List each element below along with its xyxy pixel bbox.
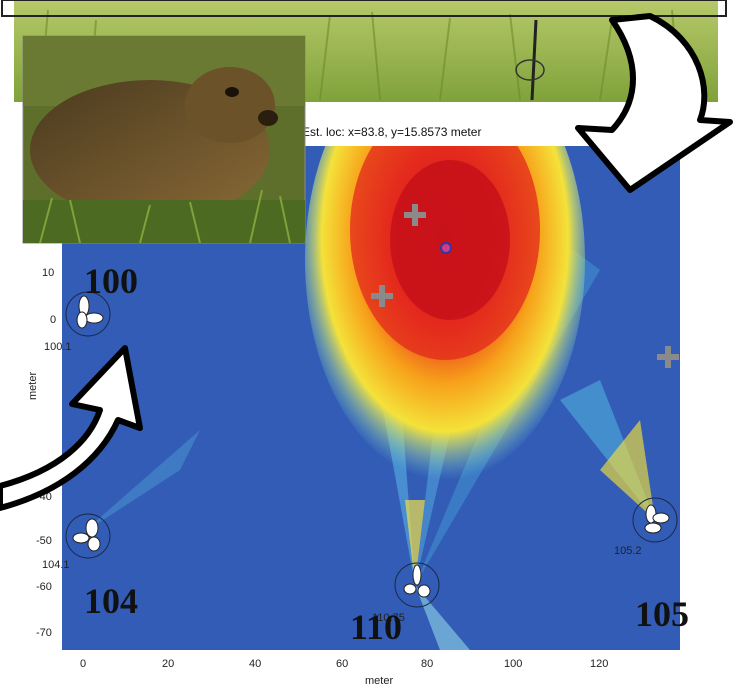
x-axis: 0 20 40 60 80 100 120 meter: [80, 658, 608, 687]
x-tick: 60: [336, 658, 348, 670]
y-tick: 10: [42, 267, 54, 279]
station-105-pattern-icon: [632, 497, 678, 543]
station-105-label: 105.2: [614, 545, 642, 557]
x-tick: 20: [162, 658, 174, 670]
station-110-pattern-icon: [394, 562, 440, 608]
y-tick: -50: [36, 535, 52, 547]
estimate-marker: [440, 242, 452, 254]
arrow-top-right-icon: [575, 13, 733, 193]
estimate-label: Est. loc: x=83.8, y=15.8573 meter: [302, 125, 481, 139]
station-110-label: 110.75: [372, 612, 405, 624]
y-tick: -60: [36, 581, 52, 593]
plus-marker-icon: [371, 285, 393, 307]
x-tick: 0: [80, 658, 86, 670]
x-tick: 100: [504, 658, 522, 670]
marmot-photo: [22, 35, 306, 244]
station-104-id: 104: [84, 581, 138, 621]
top-frame: [1, 0, 727, 17]
station-100-pattern-icon: [65, 291, 111, 337]
station-104-label: 104.1: [42, 559, 70, 571]
y-tick: -70: [36, 627, 52, 639]
station-105-id: 105: [635, 594, 689, 634]
y-axis-label: meter: [27, 372, 39, 400]
x-tick: 40: [249, 658, 261, 670]
x-axis-label: meter: [365, 675, 393, 687]
plus-marker-icon: [404, 204, 426, 226]
station-110-id: 110: [350, 607, 402, 647]
x-tick: 120: [590, 658, 608, 670]
plus-marker-icon: [657, 346, 679, 368]
station-100-id: 100: [84, 261, 138, 301]
plus-markers: [371, 204, 679, 368]
y-axis: 10 0 -40 -50 -60 -70 meter: [27, 267, 56, 639]
x-tick: 80: [421, 658, 433, 670]
y-tick: 0: [50, 314, 56, 326]
arrow-bottom-left-icon: [0, 345, 143, 511]
station-104-pattern-icon: [65, 513, 111, 559]
station-100-label: 100.1: [44, 341, 72, 353]
